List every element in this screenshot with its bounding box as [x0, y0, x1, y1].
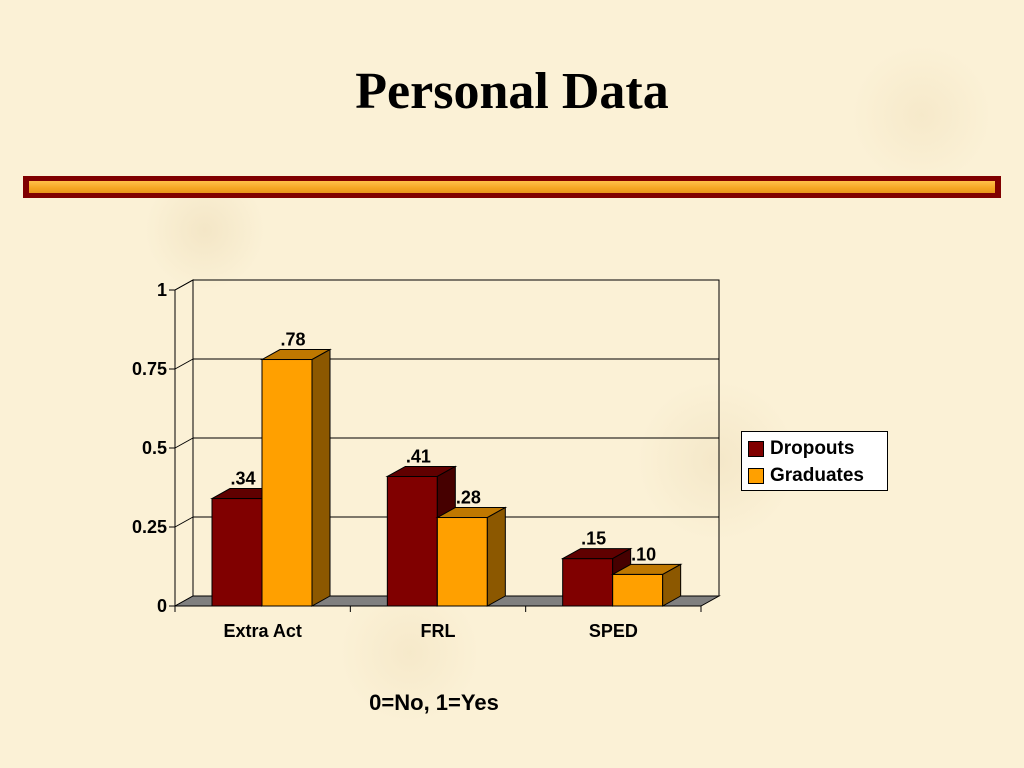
- legend-swatch-graduates: [748, 467, 764, 484]
- y-tick-label: 0.25: [132, 517, 167, 537]
- x-category-label: Extra Act: [223, 621, 301, 641]
- bar-side-face: [662, 563, 682, 607]
- bar-graduates-sped: [610, 563, 683, 607]
- y-tick-label: 0: [157, 596, 167, 616]
- chart-note: 0=No, 1=Yes: [369, 690, 499, 715]
- bar-front-face: [211, 498, 263, 607]
- gridline-diagonal: [174, 516, 194, 528]
- bar-front-face: [261, 359, 313, 607]
- legend-swatch-dropouts: [748, 440, 764, 457]
- chart-legend: Dropouts Graduates: [741, 431, 888, 491]
- chart-data-labels: .34 .78 .41 .28 .15 .10: [230, 330, 656, 565]
- data-label: .41: [406, 446, 431, 466]
- legend-item-dropouts: Dropouts: [748, 435, 881, 462]
- bar-side-face: [486, 506, 506, 607]
- legend-label-dropouts: Dropouts: [770, 437, 855, 459]
- x-category-label: FRL: [421, 621, 456, 641]
- bar-side-face: [311, 348, 331, 607]
- y-tick-label: 0.5: [142, 438, 167, 458]
- chart-axes: 0 0.25 0.5 0.75 1 Extra Act FRL SPED: [132, 280, 702, 641]
- data-label: .10: [631, 544, 656, 564]
- data-label: .34: [230, 469, 255, 489]
- slide-title: Personal Data: [355, 63, 669, 120]
- gridline-diagonal: [174, 279, 194, 291]
- legend-item-graduates: Graduates: [748, 462, 881, 489]
- legend-label-graduates: Graduates: [770, 464, 864, 486]
- data-label: .28: [456, 488, 481, 508]
- bar-front-face: [436, 517, 488, 607]
- bar-front-face: [612, 573, 664, 607]
- gridline-diagonal: [174, 358, 194, 370]
- chart-bars: [210, 348, 683, 607]
- data-label: .78: [280, 330, 305, 350]
- data-label: .15: [581, 529, 606, 549]
- y-tick-label: 1: [157, 280, 167, 300]
- bar-graduates-extra-act: [260, 348, 332, 607]
- bar-graduates-frl: [435, 506, 508, 607]
- y-tick-label: 0.75: [132, 359, 167, 379]
- title-divider: [23, 176, 1001, 198]
- bar-front-face: [562, 558, 614, 607]
- bar-front-face: [386, 475, 438, 607]
- x-category-label: SPED: [589, 621, 638, 641]
- gridline-diagonal: [174, 437, 194, 449]
